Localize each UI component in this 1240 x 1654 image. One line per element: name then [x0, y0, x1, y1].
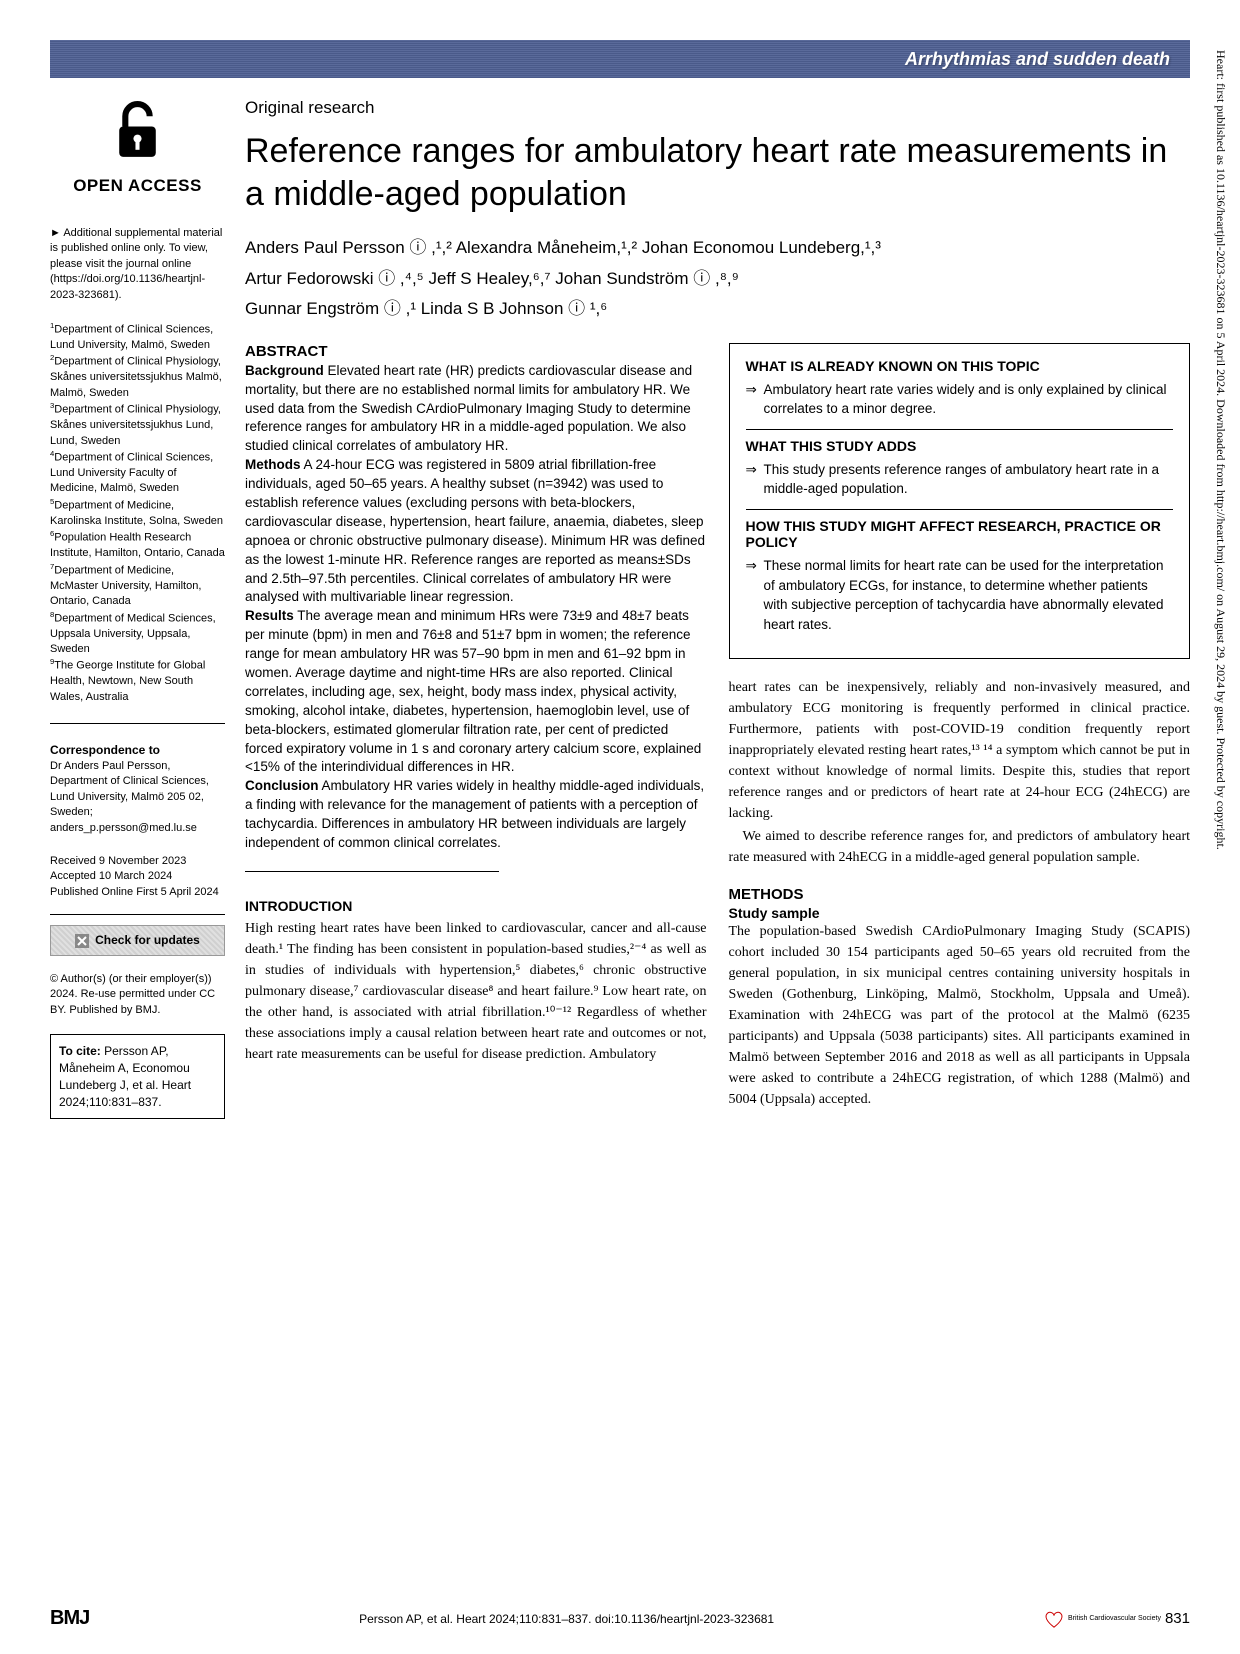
- key-heading-2: WHAT THIS STUDY ADDS: [746, 429, 1174, 454]
- methods-body: The population-based Swedish CArdioPulmo…: [729, 921, 1191, 1110]
- affiliation-1: Department of Clinical Sciences, Lund Un…: [50, 324, 213, 351]
- key-messages-box: WHAT IS ALREADY KNOWN ON THIS TOPIC Ambu…: [729, 343, 1191, 660]
- study-sample-heading: Study sample: [729, 905, 1191, 921]
- results-text: The average mean and minimum HRs were 73…: [245, 608, 701, 774]
- article-title: Reference ranges for ambulatory heart ra…: [245, 130, 1190, 215]
- affiliation-7: Department of Medicine, McMaster Univers…: [50, 564, 201, 607]
- methods-heading: METHODS: [729, 886, 1191, 903]
- intro-body: High resting heart rates have been linke…: [245, 918, 707, 1065]
- supplemental-text: Additional supplemental material is publ…: [50, 227, 222, 301]
- correspondence-email[interactable]: anders_p.persson@med.lu.se: [50, 821, 225, 836]
- affiliation-2: Department of Clinical Physiology, Skåne…: [50, 356, 222, 399]
- copyright-text: © Author(s) (or their employer(s)) 2024.…: [50, 972, 225, 1018]
- methods-label: Methods: [245, 457, 301, 472]
- left-column: OPEN ACCESS ► Additional supplemental ma…: [50, 98, 225, 1119]
- key-list-1: Ambulatory heart rate varies widely and …: [746, 380, 1174, 419]
- key-item-1: Ambulatory heart rate varies widely and …: [764, 380, 1174, 419]
- authors-line-3: Gunnar Engström ⓘ ,¹ Linda S B Johnson ⓘ…: [245, 294, 1190, 325]
- supplemental-note: ► Additional supplemental material is pu…: [50, 226, 225, 303]
- key-heading-3: HOW THIS STUDY MIGHT AFFECT RESEARCH, PR…: [746, 509, 1174, 550]
- citation-box: To cite: Persson AP, Måneheim A, Economo…: [50, 1034, 225, 1119]
- cite-label: To cite:: [59, 1044, 101, 1058]
- footer-bar: BMJ Persson AP, et al. Heart 2024;110:83…: [50, 1607, 1190, 1630]
- correspondence-text: Dr Anders Paul Persson, Department of Cl…: [50, 759, 225, 821]
- crossmark-icon: [75, 934, 89, 948]
- section-label: Arrhythmias and sudden death: [905, 49, 1170, 70]
- bmj-logo: BMJ: [50, 1607, 89, 1630]
- footer-society: British Cardiovascular Society 831: [1044, 1610, 1190, 1628]
- article-type: Original research: [245, 98, 1190, 118]
- open-access-text: OPEN ACCESS: [50, 176, 225, 196]
- content-columns: ABSTRACT Background Elevated heart rate …: [245, 343, 1190, 1111]
- open-lock-icon: [105, 98, 170, 163]
- affiliation-9: The George Institute for Global Health, …: [50, 660, 205, 703]
- check-updates-button[interactable]: Check for updates: [50, 925, 225, 956]
- abstract-column: ABSTRACT Background Elevated heart rate …: [245, 343, 707, 1111]
- correspondence-block: Correspondence to Dr Anders Paul Persson…: [50, 742, 225, 836]
- right-column: Original research Reference ranges for a…: [245, 98, 1190, 1119]
- affiliations: 1Department of Clinical Sciences, Lund U…: [50, 321, 225, 705]
- key-list-3: These normal limits for heart rate can b…: [746, 556, 1174, 634]
- accepted-date: Accepted 10 March 2024: [50, 869, 225, 884]
- affiliation-4: Department of Clinical Sciences, Lund Un…: [50, 452, 213, 495]
- affiliation-5: Department of Medicine, Karolinska Insti…: [50, 500, 223, 527]
- main-grid: OPEN ACCESS ► Additional supplemental ma…: [50, 98, 1190, 1119]
- side-copyright-banner: Heart: first published as 10.1136/heartj…: [1206, 50, 1228, 1604]
- right-body-p2: We aimed to describe reference ranges fo…: [729, 826, 1191, 868]
- methods-text: A 24-hour ECG was registered in 5809 atr…: [245, 457, 705, 604]
- open-access-badge: OPEN ACCESS: [50, 98, 225, 196]
- footer-citation: Persson AP, et al. Heart 2024;110:831–83…: [359, 1612, 774, 1626]
- abstract-body: Background Elevated heart rate (HR) pred…: [245, 362, 707, 853]
- keybox-column: WHAT IS ALREADY KNOWN ON THIS TOPIC Ambu…: [729, 343, 1191, 1111]
- right-body-p1: heart rates can be inexpensively, reliab…: [729, 677, 1191, 824]
- heart-icon: [1044, 1610, 1064, 1628]
- bg-label: Background: [245, 363, 324, 378]
- key-item-3: These normal limits for heart rate can b…: [764, 556, 1174, 634]
- published-date: Published Online First 5 April 2024: [50, 885, 225, 900]
- key-list-2: This study presents reference ranges of …: [746, 460, 1174, 499]
- affiliation-3: Department of Clinical Physiology, Skåne…: [50, 404, 221, 447]
- received-date: Received 9 November 2023: [50, 854, 225, 869]
- page-number: 831: [1165, 1610, 1190, 1627]
- authors-block: Anders Paul Persson ⓘ ,¹,² Alexandra Mån…: [245, 233, 1190, 325]
- conclusion-label: Conclusion: [245, 778, 319, 793]
- correspondence-heading: Correspondence to: [50, 742, 225, 759]
- affiliation-8: Department of Medical Sciences, Uppsala …: [50, 612, 216, 655]
- check-updates-label: Check for updates: [95, 932, 200, 949]
- authors-line-2: Artur Fedorowski ⓘ ,⁴,⁵ Jeff S Healey,⁶,…: [245, 264, 1190, 295]
- header-band: Arrhythmias and sudden death: [50, 40, 1190, 78]
- dates-block: Received 9 November 2023 Accepted 10 Mar…: [50, 854, 225, 900]
- authors-line-1: Anders Paul Persson ⓘ ,¹,² Alexandra Mån…: [245, 233, 1190, 264]
- affiliation-6: Population Health Research Institute, Ha…: [50, 532, 225, 559]
- results-label: Results: [245, 608, 294, 623]
- abstract-heading: ABSTRACT: [245, 343, 707, 360]
- intro-heading: INTRODUCTION: [245, 898, 707, 914]
- key-item-2: This study presents reference ranges of …: [764, 460, 1174, 499]
- society-label: British Cardiovascular Society: [1068, 1615, 1161, 1622]
- key-heading-1: WHAT IS ALREADY KNOWN ON THIS TOPIC: [746, 358, 1174, 374]
- left-metadata: ► Additional supplemental material is pu…: [50, 226, 225, 1119]
